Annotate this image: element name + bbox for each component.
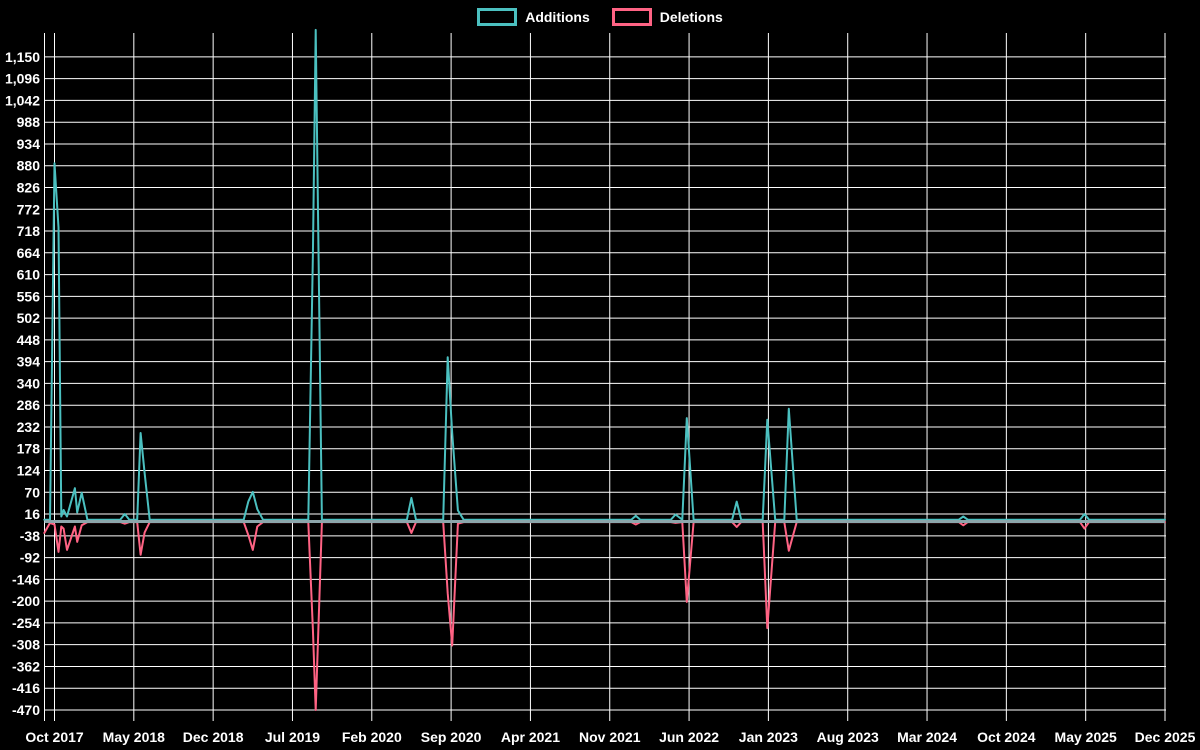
x-tick-label: Sep 2020 (421, 729, 482, 745)
y-tick-label: 178 (17, 441, 41, 457)
x-tick-label: Oct 2017 (25, 729, 84, 745)
x-tick-label: Jul 2019 (265, 729, 320, 745)
y-tick-label: 556 (17, 288, 41, 304)
x-tick-label: May 2025 (1055, 729, 1117, 745)
x-tick-label: Apr 2021 (501, 729, 560, 745)
y-tick-label: 16 (24, 506, 40, 522)
y-tick-label: -146 (12, 571, 40, 587)
y-tick-label: 718 (17, 223, 41, 239)
y-tick-label: 1,150 (5, 49, 40, 65)
y-tick-label: -254 (12, 615, 40, 631)
y-tick-label: 502 (17, 310, 41, 326)
x-tick-label: Dec 2018 (183, 729, 244, 745)
x-tick-label: Dec 2025 (1135, 729, 1196, 745)
y-tick-label: 1,042 (5, 92, 40, 108)
chart-legend: Additions Deletions (0, 8, 1200, 26)
y-tick-label: -362 (12, 658, 40, 674)
x-tick-label: Oct 2024 (977, 729, 1036, 745)
y-tick-label: -416 (12, 680, 40, 696)
y-tick-label: -92 (20, 550, 40, 566)
legend-item-deletions[interactable]: Deletions (611, 8, 723, 26)
y-tick-label: -200 (12, 593, 40, 609)
y-tick-label: 664 (17, 245, 41, 261)
y-tick-label: 934 (17, 136, 41, 152)
y-tick-label: 1,096 (5, 71, 40, 87)
y-tick-label: 340 (17, 375, 41, 391)
deletions-line (43, 521, 1166, 711)
y-tick-label: -308 (12, 637, 40, 653)
y-tick-label: 880 (17, 158, 41, 174)
y-tick-label: 988 (17, 114, 41, 130)
y-tick-label: 286 (17, 397, 41, 413)
x-tick-label: May 2018 (103, 729, 165, 745)
y-tick-label: 232 (17, 419, 41, 435)
x-tick-label: Jan 2023 (739, 729, 798, 745)
y-tick-label: 70 (24, 484, 40, 500)
deletions-swatch-icon (611, 8, 652, 26)
y-tick-label: -470 (12, 702, 40, 718)
additions-line (43, 28, 1166, 521)
legend-label-additions: Additions (525, 9, 590, 25)
additions-swatch-icon (477, 8, 518, 26)
x-tick-label: Aug 2023 (817, 729, 879, 745)
y-tick-label: 394 (17, 354, 41, 370)
y-tick-label: -38 (20, 528, 40, 544)
x-tick-label: Nov 2021 (579, 729, 641, 745)
y-tick-label: 826 (17, 179, 41, 195)
y-tick-label: 772 (17, 201, 41, 217)
y-tick-label: 610 (17, 267, 41, 283)
legend-label-deletions: Deletions (659, 9, 723, 25)
y-tick-label: 124 (17, 463, 41, 479)
x-tick-label: Jun 2022 (659, 729, 719, 745)
legend-item-additions[interactable]: Additions (477, 8, 590, 26)
x-tick-label: Feb 2020 (342, 729, 402, 745)
x-tick-label: Mar 2024 (897, 729, 957, 745)
y-tick-label: 448 (17, 332, 41, 348)
